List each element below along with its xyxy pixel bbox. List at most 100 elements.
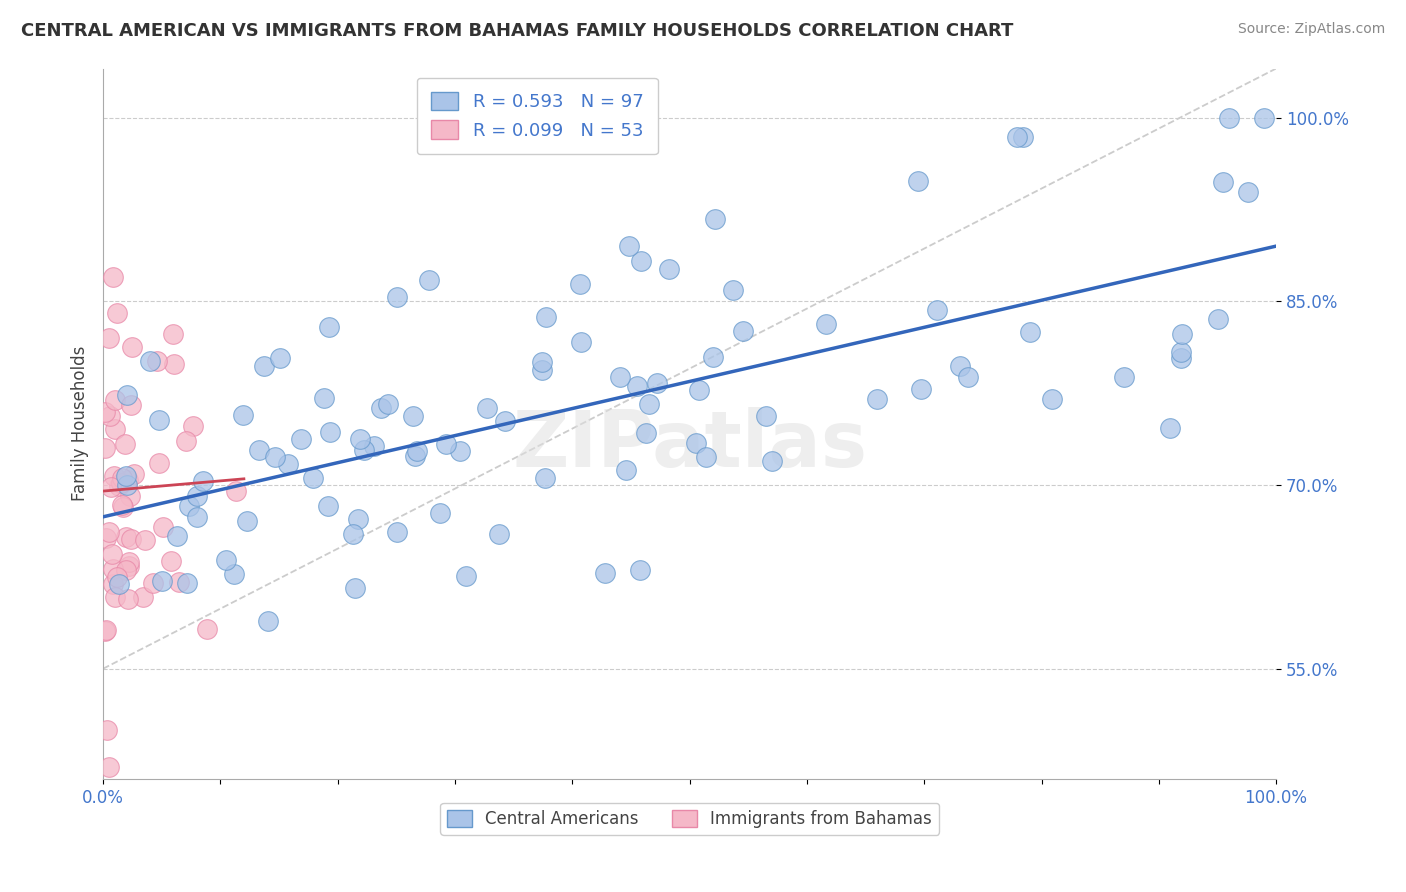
Point xyxy=(1170,351,1192,365)
Point xyxy=(105,570,128,584)
Point xyxy=(342,526,364,541)
Point xyxy=(429,506,451,520)
Point xyxy=(181,419,204,434)
Point xyxy=(312,391,335,405)
Point xyxy=(1112,370,1135,384)
Point xyxy=(658,262,681,277)
Point xyxy=(101,577,124,591)
Point xyxy=(301,471,323,485)
Point xyxy=(225,483,247,498)
Point xyxy=(108,577,131,591)
Point xyxy=(731,324,754,338)
Point xyxy=(1253,111,1275,125)
Point xyxy=(166,529,188,543)
Point xyxy=(152,520,174,534)
Point xyxy=(1012,130,1035,145)
Text: ZIPatlas: ZIPatlas xyxy=(512,407,868,483)
Legend: Central Americans, Immigrants from Bahamas: Central Americans, Immigrants from Baham… xyxy=(440,803,939,835)
Point xyxy=(695,450,717,464)
Text: CENTRAL AMERICAN VS IMMIGRANTS FROM BAHAMAS FAMILY HOUSEHOLDS CORRELATION CHART: CENTRAL AMERICAN VS IMMIGRANTS FROM BAHA… xyxy=(21,22,1014,40)
Point xyxy=(215,552,238,566)
Point xyxy=(150,574,173,588)
Point xyxy=(949,359,972,373)
Point xyxy=(94,405,117,419)
Point xyxy=(148,456,170,470)
Point xyxy=(176,576,198,591)
Point xyxy=(814,317,837,331)
Point xyxy=(112,500,135,515)
Point xyxy=(569,334,592,349)
Point xyxy=(1171,326,1194,341)
Point xyxy=(96,723,118,737)
Point xyxy=(910,382,932,396)
Point xyxy=(94,624,117,638)
Point xyxy=(118,555,141,569)
Point xyxy=(1005,130,1028,145)
Point xyxy=(531,355,554,369)
Point xyxy=(115,530,138,544)
Point xyxy=(134,533,156,547)
Point xyxy=(162,327,184,342)
Point xyxy=(120,489,142,503)
Point xyxy=(117,478,139,492)
Point xyxy=(1212,175,1234,189)
Point xyxy=(174,434,197,448)
Point xyxy=(1218,111,1240,125)
Point xyxy=(264,450,287,464)
Point xyxy=(316,499,339,513)
Point xyxy=(721,283,744,297)
Point xyxy=(353,443,375,458)
Point xyxy=(117,473,139,487)
Point xyxy=(534,471,557,485)
Point xyxy=(377,397,399,411)
Point xyxy=(163,357,186,371)
Point xyxy=(186,509,208,524)
Point xyxy=(121,532,143,546)
Point xyxy=(100,481,122,495)
Point xyxy=(385,290,408,304)
Point xyxy=(121,340,143,354)
Point xyxy=(1040,392,1063,407)
Point xyxy=(94,531,117,545)
Point xyxy=(494,414,516,428)
Point xyxy=(626,379,648,393)
Point xyxy=(634,426,657,441)
Point xyxy=(1159,421,1181,435)
Point xyxy=(93,441,115,455)
Point xyxy=(530,362,553,376)
Point xyxy=(110,476,132,491)
Point xyxy=(404,450,426,464)
Point xyxy=(94,623,117,637)
Point xyxy=(236,515,259,529)
Point xyxy=(488,527,510,541)
Point xyxy=(704,211,727,226)
Point xyxy=(103,562,125,576)
Point xyxy=(402,409,425,424)
Y-axis label: Family Households: Family Households xyxy=(72,346,89,501)
Point xyxy=(97,821,120,835)
Point xyxy=(1170,345,1192,359)
Point xyxy=(418,273,440,287)
Point xyxy=(628,563,651,577)
Point xyxy=(907,174,929,188)
Point xyxy=(100,547,122,561)
Point xyxy=(101,269,124,284)
Point xyxy=(256,614,278,628)
Point xyxy=(1019,325,1042,339)
Point xyxy=(114,468,136,483)
Point xyxy=(115,563,138,577)
Point xyxy=(122,467,145,482)
Point xyxy=(688,384,710,398)
Point xyxy=(1206,312,1229,326)
Point xyxy=(385,525,408,540)
Point xyxy=(638,397,661,411)
Point xyxy=(160,554,183,568)
Point xyxy=(449,443,471,458)
Point xyxy=(370,401,392,415)
Point xyxy=(253,359,276,373)
Point xyxy=(104,393,127,408)
Point xyxy=(195,622,218,636)
Point xyxy=(456,569,478,583)
Point xyxy=(269,351,291,365)
Point xyxy=(117,592,139,607)
